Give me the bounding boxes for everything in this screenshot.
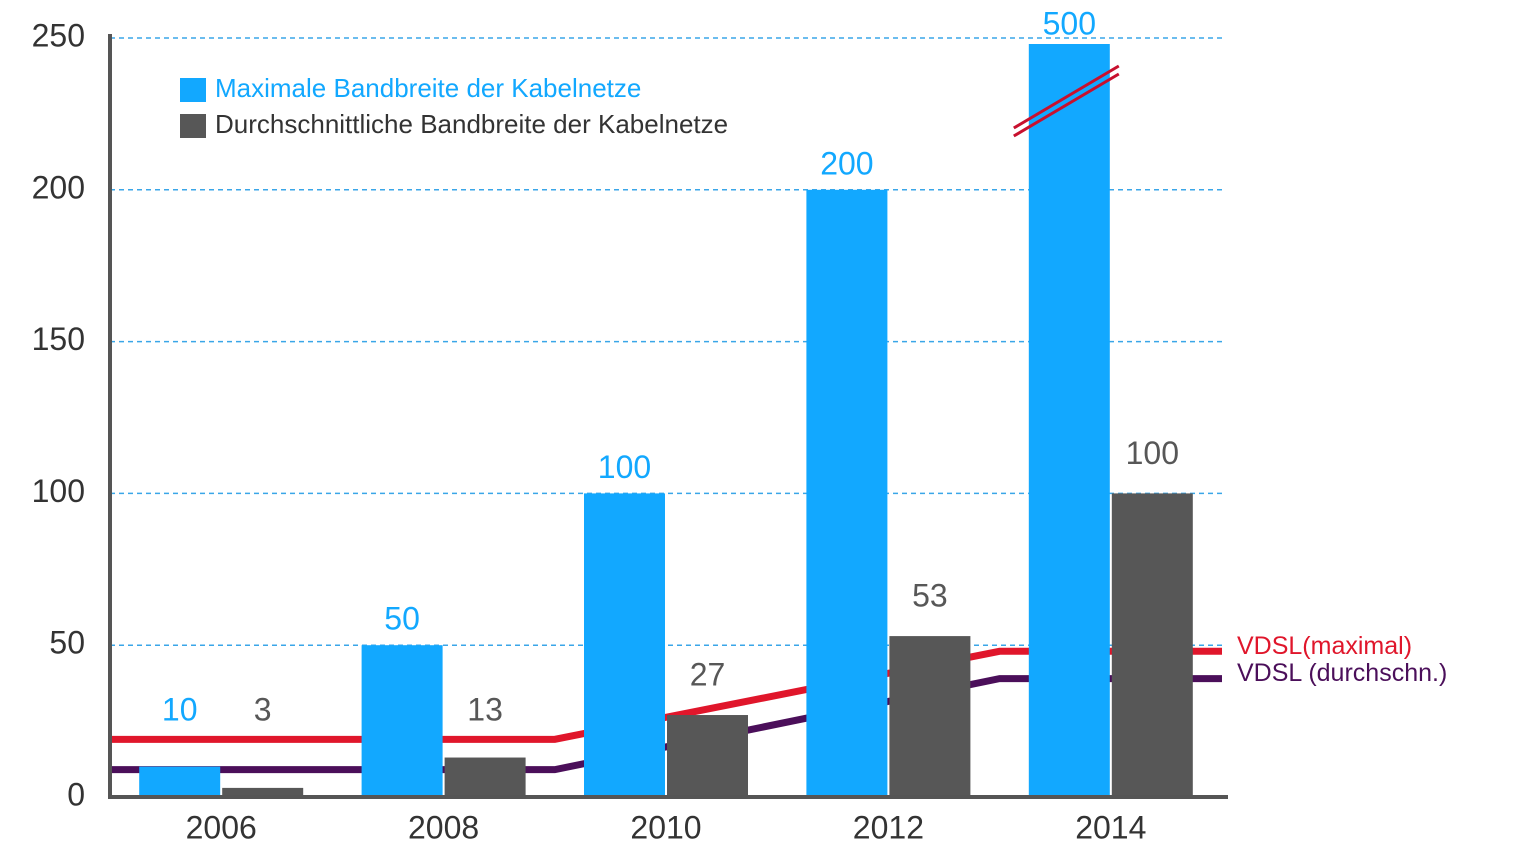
bar bbox=[1111, 493, 1193, 797]
bar bbox=[1028, 44, 1110, 797]
x-tick-label: 2008 bbox=[408, 809, 479, 845]
value-label: 500 bbox=[1043, 5, 1096, 41]
legend-label: Maximale Bandbreite der Kabelnetze bbox=[215, 73, 641, 103]
value-label: 13 bbox=[467, 691, 503, 727]
line-label: VDSL(maximal) bbox=[1237, 632, 1412, 660]
value-label: 200 bbox=[820, 145, 873, 181]
x-tick-label: 2010 bbox=[630, 809, 701, 845]
y-tick-label: 150 bbox=[32, 321, 85, 357]
line-label: VDSL (durchschn.) bbox=[1237, 659, 1447, 687]
y-tick-label: 0 bbox=[67, 776, 85, 812]
value-label: 10 bbox=[162, 691, 198, 727]
legend-swatch bbox=[180, 114, 206, 138]
bar bbox=[889, 636, 971, 797]
y-tick-label: 50 bbox=[49, 625, 85, 661]
bar bbox=[361, 645, 443, 797]
bars bbox=[139, 44, 1193, 798]
axis-break bbox=[1013, 72, 1120, 138]
value-label: 50 bbox=[384, 601, 420, 637]
vdsl-line bbox=[110, 647, 1222, 743]
x-tick-label: 2014 bbox=[1075, 809, 1146, 845]
bar bbox=[444, 757, 526, 797]
y-tick-label: 100 bbox=[32, 473, 85, 509]
x-tick-label: 2012 bbox=[853, 809, 924, 845]
value-label: 3 bbox=[254, 691, 272, 727]
axis-break bbox=[1013, 64, 1120, 130]
value-label: 100 bbox=[598, 449, 651, 485]
value-label: 100 bbox=[1126, 435, 1179, 471]
bar bbox=[667, 715, 748, 797]
bar bbox=[806, 189, 888, 798]
x-tick-label: 2006 bbox=[186, 809, 257, 845]
legend-swatch bbox=[180, 78, 206, 102]
y-tick-label: 250 bbox=[32, 17, 85, 53]
y-tick-label: 200 bbox=[32, 169, 85, 205]
value-label: 27 bbox=[690, 656, 726, 692]
legend-label: Durchschnittliche Bandbreite der Kabelne… bbox=[215, 109, 728, 139]
vdsl-line bbox=[110, 675, 1222, 774]
bar bbox=[222, 787, 304, 797]
bar bbox=[139, 766, 221, 797]
bar bbox=[584, 493, 665, 797]
value-label: 53 bbox=[912, 578, 948, 614]
